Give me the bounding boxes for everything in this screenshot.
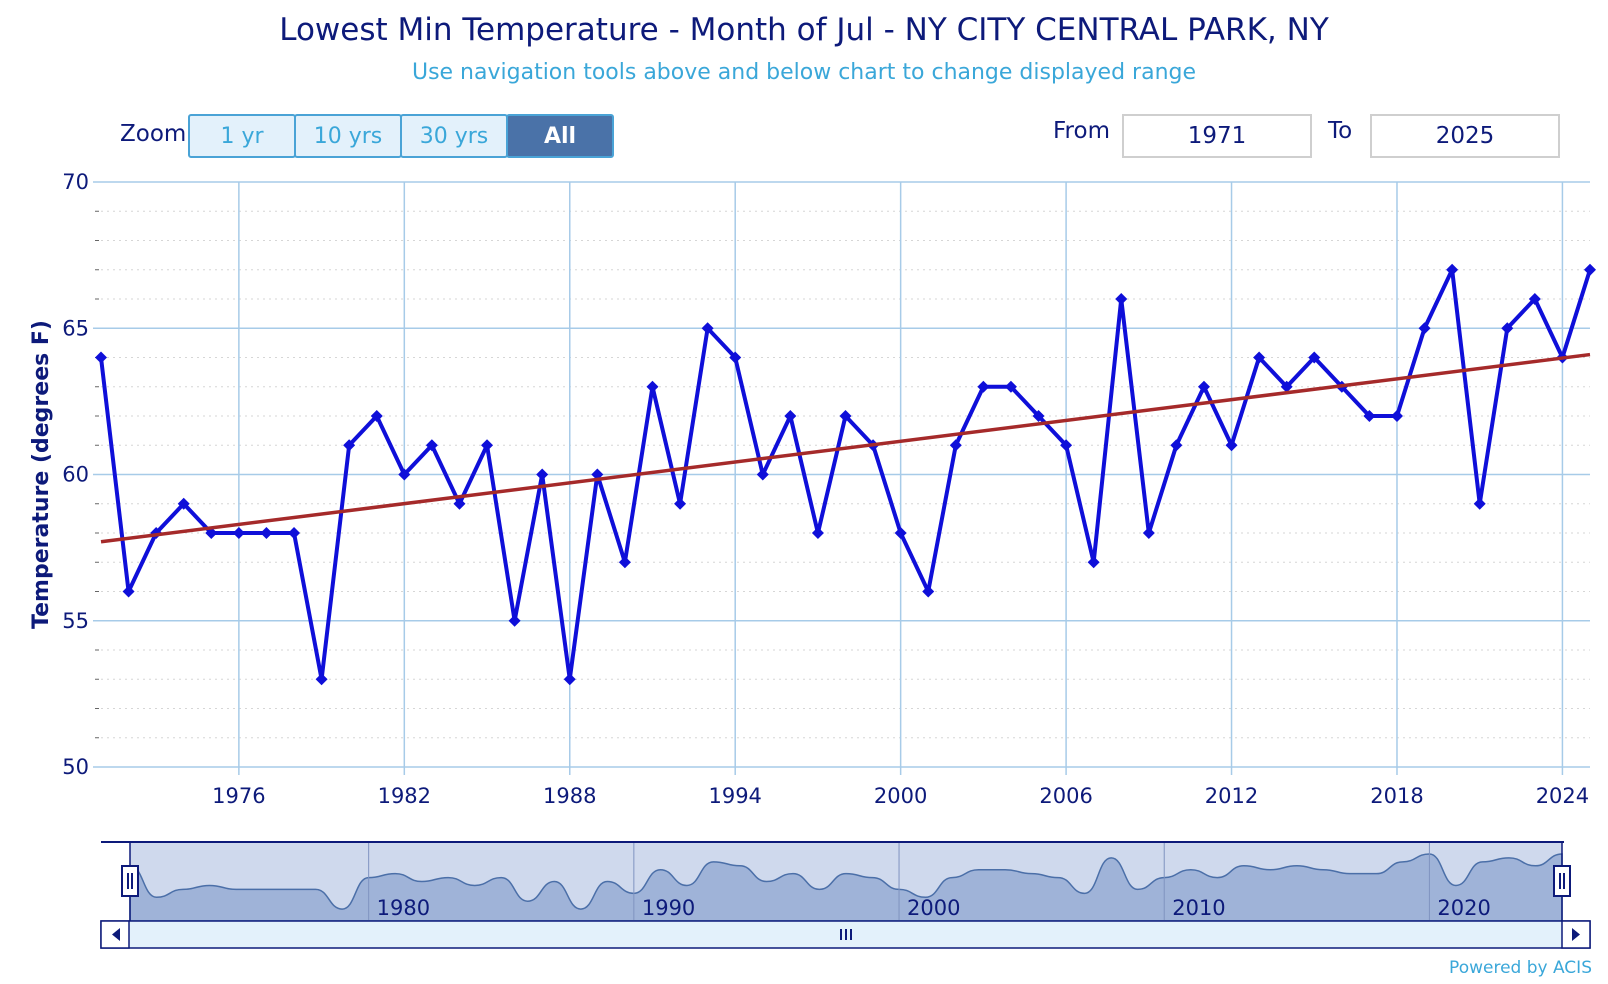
data-point — [646, 380, 659, 393]
x-tick-label: 2024 — [1536, 784, 1589, 808]
y-tick-label: 60 — [62, 463, 89, 487]
data-point — [232, 527, 245, 539]
data-point — [1225, 439, 1238, 452]
y-tick-label: 70 — [62, 170, 89, 194]
data-point — [1060, 439, 1073, 452]
data-point — [425, 439, 438, 452]
data-point — [508, 614, 521, 627]
data-point — [481, 439, 494, 452]
x-tick-label: 1994 — [708, 784, 761, 808]
data-point — [1032, 410, 1045, 422]
data-point — [1418, 322, 1431, 335]
y-tick-label: 55 — [62, 609, 89, 633]
data-point — [288, 527, 301, 539]
zoom-label: Zoom — [120, 121, 187, 147]
data-point — [122, 585, 135, 598]
arrow-right-icon — [1572, 928, 1580, 941]
x-tick-label: 1982 — [378, 784, 431, 808]
powered-by-link[interactable]: Powered by ACIS — [1449, 958, 1592, 978]
chart-subtitle: Use navigation tools above and below cha… — [411, 60, 1197, 85]
data-point — [343, 439, 356, 452]
scrollbar-thumb[interactable] — [840, 929, 852, 940]
trend-line — [100, 352, 1591, 544]
data-point — [1501, 322, 1514, 335]
x-tick-label: 2012 — [1205, 784, 1258, 808]
data-point — [1004, 380, 1017, 393]
x-tick-label: 1988 — [543, 784, 596, 808]
to-label: To — [1328, 118, 1353, 144]
data-point — [1584, 263, 1596, 276]
to-input[interactable]: 2025 — [1370, 114, 1560, 158]
handle-box — [1553, 865, 1571, 897]
data-point — [894, 527, 907, 539]
data-point — [1528, 293, 1541, 305]
data-point — [453, 497, 466, 510]
data-point — [1087, 556, 1100, 569]
zoom-10yrs-button[interactable]: 10 yrs — [294, 114, 402, 158]
navigator-right-handle[interactable] — [1553, 865, 1571, 897]
zoom-all-button[interactable]: All — [506, 114, 614, 158]
navigator-tick-label: 1990 — [642, 896, 695, 920]
data-point — [563, 673, 576, 686]
x-tick-label: 2006 — [1039, 784, 1092, 808]
data-point — [784, 410, 797, 422]
data-point — [260, 527, 273, 539]
data-point — [1197, 380, 1210, 393]
scroll-right-button[interactable] — [1561, 920, 1591, 949]
data-point — [674, 497, 687, 510]
data-point — [618, 556, 631, 569]
data-point — [1473, 497, 1486, 510]
from-label: From — [1053, 118, 1110, 144]
y-tick-label: 65 — [62, 316, 89, 340]
data-point — [839, 410, 852, 422]
data-point — [922, 585, 935, 598]
data-point — [1363, 410, 1376, 422]
x-tick-label: 2000 — [874, 784, 927, 808]
data-point — [370, 410, 383, 422]
y-tick-label: 50 — [62, 755, 89, 779]
data-point — [756, 468, 769, 481]
y-axis-title: Temperature (degrees F) — [29, 320, 54, 629]
handle-box — [121, 865, 139, 897]
data-point — [315, 673, 328, 686]
data-point — [1142, 527, 1155, 539]
navigator-tick-label: 1980 — [377, 896, 430, 920]
navigator-tick-label: 2000 — [907, 896, 960, 920]
x-tick-label: 2018 — [1370, 784, 1423, 808]
x-tick-label: 1976 — [212, 784, 265, 808]
data-point — [1390, 410, 1403, 422]
data-point — [95, 351, 107, 364]
zoom-30yrs-button[interactable]: 30 yrs — [400, 114, 508, 158]
data-point — [536, 468, 549, 481]
data-point — [1170, 439, 1183, 452]
chart-title: Lowest Min Temperature - Month of Jul - … — [279, 12, 1329, 48]
data-point — [1446, 263, 1459, 276]
navigator-tick-label: 2010 — [1172, 896, 1225, 920]
data-point — [729, 351, 742, 364]
scroll-left-button[interactable] — [100, 920, 130, 949]
data-point — [1253, 351, 1266, 364]
from-input[interactable]: 1971 — [1122, 114, 1312, 158]
data-point — [1280, 380, 1293, 393]
data-point — [1308, 351, 1321, 364]
data-point — [398, 468, 411, 481]
data-point — [1115, 293, 1128, 305]
arrow-left-icon — [112, 928, 120, 941]
data-point — [949, 439, 962, 452]
data-point — [701, 322, 714, 335]
navigator-left-handle[interactable] — [121, 865, 139, 897]
data-point — [177, 497, 190, 510]
navigator-tick-label: 2020 — [1437, 896, 1490, 920]
data-point — [977, 380, 990, 393]
data-point — [811, 527, 824, 539]
